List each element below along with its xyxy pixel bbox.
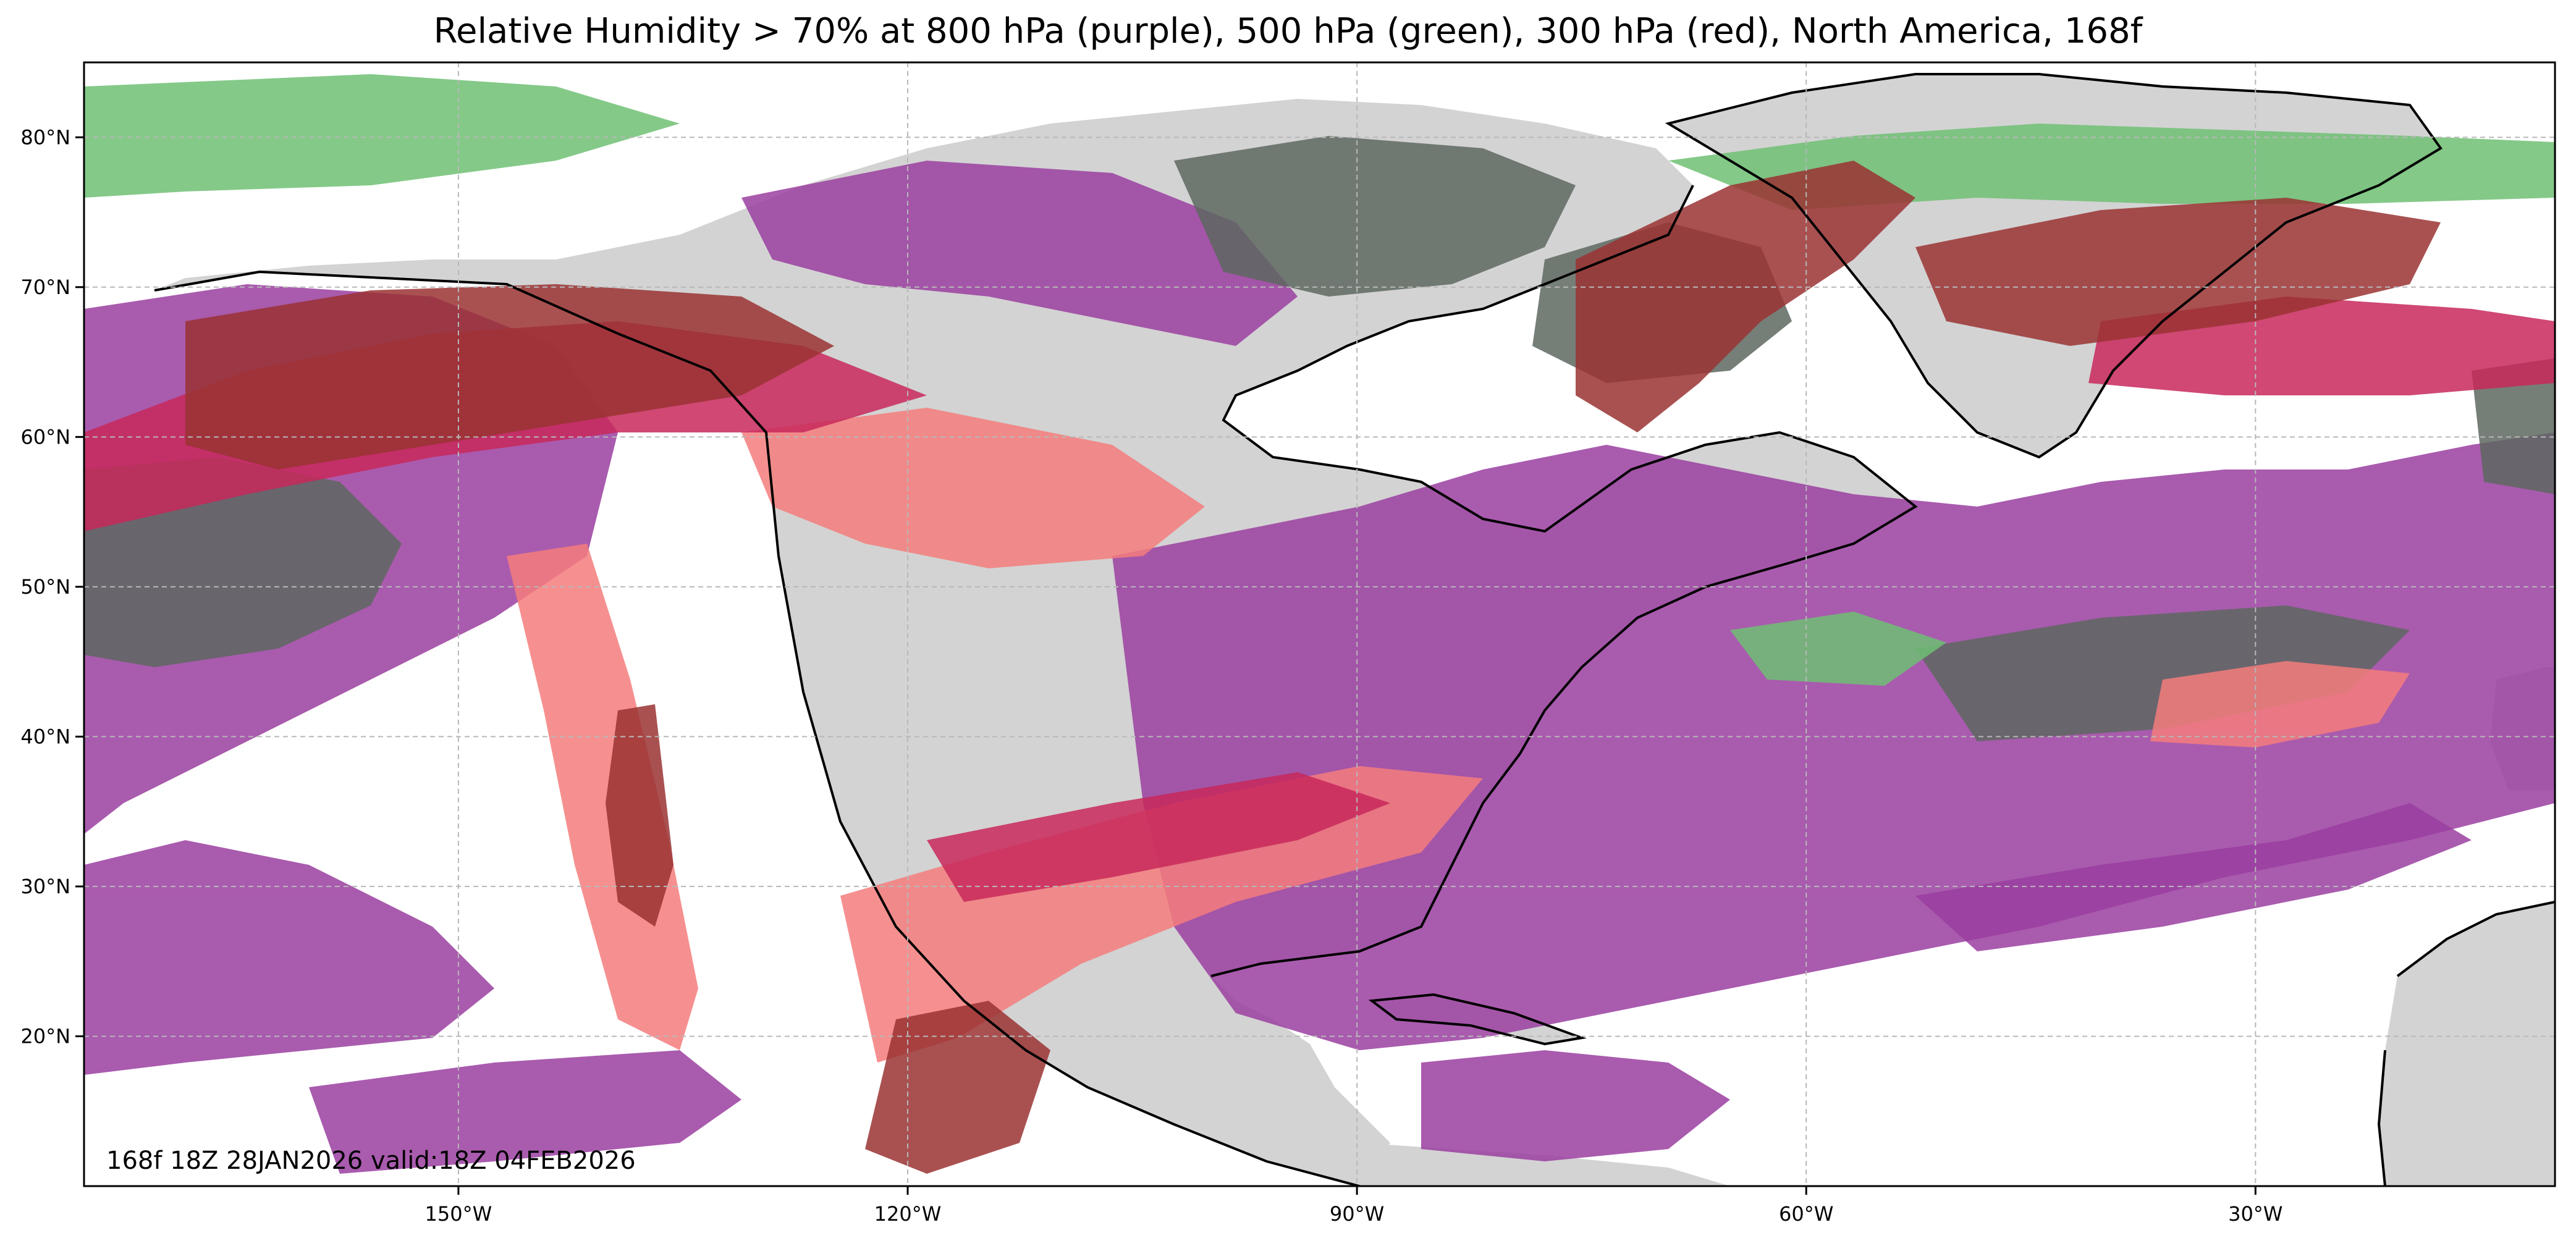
coastline-east-north-america [1210,185,1918,977]
rh-800-500-overlap-region [1174,136,1576,297]
coastline-north-america [154,270,1360,1186]
longitude-tick-label: 30°W [2228,1202,2283,1226]
latitude-tick-label: 60°N [20,425,70,448]
rh-800hpa-region [84,840,494,1075]
latitude-tick-label: 40°N [20,725,70,748]
rh-all-levels-overlap-region [185,284,834,470]
latitude-tick-label: 80°N [20,125,70,149]
map-plot-area [84,62,2555,1186]
longitude-tick-labels: 150°W 120°W 90°W 60°W 30°W [425,1186,2283,1226]
latitude-tick-label: 70°N [20,276,70,299]
rh-300-800-overlap-region [927,772,1390,902]
rh-500hpa-region [1730,612,1946,686]
rh-all-levels-overlap-region [1915,198,2441,346]
rh-300hpa-region [2150,661,2410,747]
longitude-tick-label: 150°W [425,1202,492,1226]
rh-all-levels-overlap-region [1576,161,1915,432]
rh-800hpa-region [1421,1050,1730,1161]
land-africa [2379,902,2555,1186]
rh-all-levels-overlap-region [606,704,674,927]
rh-all-levels-overlap-region [865,1001,1050,1174]
humidity-layer [84,74,2555,1174]
longitude-tick-label: 90°W [1330,1202,1384,1226]
coastline-cuba [1368,993,1587,1046]
gridlines [84,62,2555,1186]
forecast-run-label: 168f 18Z 28JAN2026 valid:18Z 04FEB2026 [106,1147,636,1175]
rh-300hpa-region [840,766,1483,1063]
land-south-america-north [1359,1143,1730,1186]
latitude-tick-label: 30°N [20,875,70,898]
longitude-tick-label: 60°W [1779,1202,1833,1226]
land-north-america [154,99,1915,1186]
rh-800hpa-region [741,161,1298,346]
rh-300hpa-region [741,408,1205,568]
rh-800hpa-region [1915,803,2472,951]
latitude-tick-label: 50°N [20,575,70,599]
rh-800hpa-region [309,1050,741,1174]
coastline-africa [2377,901,2555,1186]
rh-800-500-overlap-region [1915,605,2410,741]
map-frame [83,61,2556,1187]
coastline-greenland [1665,73,2443,459]
longitude-tick-label: 120°W [874,1202,942,1226]
map-title: Relative Humidity > 70% at 800 hPa (purp… [433,11,2143,51]
latitude-tick-labels: 20°N 30°N 40°N 50°N 60°N 70°N 80°N [20,125,84,1048]
rh-500hpa-region [84,74,680,198]
latitude-tick-label: 20°N [20,1024,70,1048]
rh-800-500-overlap-region [2472,358,2555,494]
coastline-layer [154,73,2555,1186]
